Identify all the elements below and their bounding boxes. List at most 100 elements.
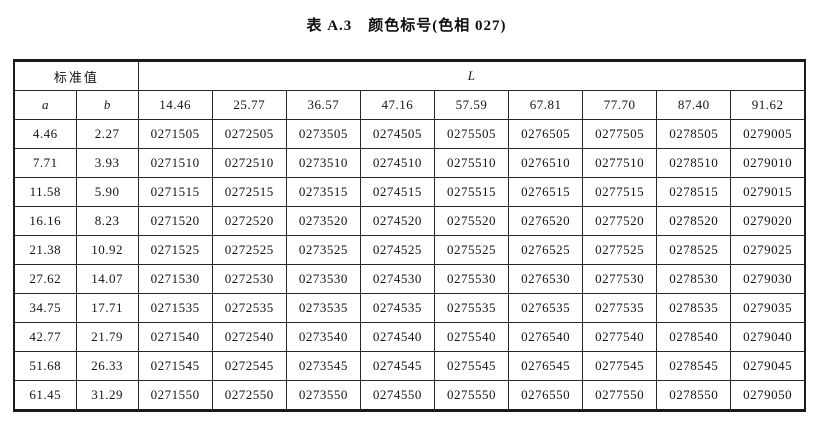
color-code-cell: 0279005 (730, 119, 806, 149)
color-code-cell: 0274540 (359, 322, 435, 352)
b-value-cell: 3.93 (75, 148, 139, 178)
color-code-cell: 0279010 (730, 148, 806, 178)
color-code-cell: 0275510 (433, 148, 510, 178)
color-code-cell: 0274510 (359, 148, 435, 178)
color-code-cell: 0275535 (433, 293, 510, 323)
table-row: 11.58 5.90 0271515 0272515 0273515 0274515 027… (13, 177, 806, 207)
color-code-cell: 0271530 (137, 264, 213, 294)
color-code-cell: 0278530 (656, 264, 732, 294)
color-code-cell: 0274505 (359, 119, 435, 149)
color-code-cell: 0272515 (211, 177, 287, 207)
color-code-cell: 0279050 (730, 380, 806, 411)
color-code-cell: 0273515 (285, 177, 361, 207)
b-value-cell: 5.90 (75, 177, 139, 207)
color-code-cell: 0272540 (211, 322, 287, 352)
color-code-cell: 0279015 (730, 177, 806, 207)
color-code-cell: 0272510 (211, 148, 287, 178)
color-code-cell: 0271525 (137, 235, 213, 265)
color-code-cell: 0272530 (211, 264, 287, 294)
group-header-row: 标准值 L (13, 60, 806, 91)
color-code-cell: 0274535 (359, 293, 435, 323)
color-code-cell: 0277515 (582, 177, 658, 207)
a-value-cell: 61.45 (13, 380, 77, 411)
color-code-cell: 0277535 (582, 293, 658, 323)
color-code-cell: 0271515 (137, 177, 213, 207)
color-code-cell: 0272525 (211, 235, 287, 265)
a-value-cell: 16.16 (13, 206, 77, 236)
color-code-cell: 0274515 (359, 177, 435, 207)
color-code-cell: 0276545 (508, 351, 584, 381)
color-code-cell: 0277520 (582, 206, 658, 236)
color-code-cell: 0272550 (211, 380, 287, 411)
color-code-cell: 0276505 (508, 119, 584, 149)
color-code-table: 标准值 L a b 14.46 25.77 36.57 47.16 57.59 67.81… (13, 59, 806, 412)
color-code-cell: 0271540 (137, 322, 213, 352)
color-code-cell: 0274520 (359, 206, 435, 236)
color-code-cell: 0275515 (433, 177, 510, 207)
b-column-header: b (75, 90, 139, 120)
color-code-cell: 0279030 (730, 264, 806, 294)
color-code-cell: 0276540 (508, 322, 584, 352)
l-value-header: 87.40 (656, 90, 732, 120)
color-code-cell: 0277505 (582, 119, 658, 149)
color-code-cell: 0271535 (137, 293, 213, 323)
color-code-cell: 0274550 (359, 380, 435, 411)
table-body: 4.46 2.27 0271505 0272505 0273505 0274505 0275… (13, 119, 806, 411)
color-code-cell: 0273525 (285, 235, 361, 265)
table-row: 42.77 21.79 0271540 0272540 0273540 0274540 02… (13, 322, 806, 352)
color-code-cell: 0278535 (656, 293, 732, 323)
color-code-cell: 0275545 (433, 351, 510, 381)
color-code-cell: 0272535 (211, 293, 287, 323)
color-code-cell: 0273550 (285, 380, 361, 411)
color-code-cell: 0279035 (730, 293, 806, 323)
color-code-cell: 0275505 (433, 119, 510, 149)
color-code-cell: 0275525 (433, 235, 510, 265)
color-code-cell: 0271510 (137, 148, 213, 178)
l-value-header: 25.77 (211, 90, 287, 120)
color-code-cell: 0274545 (359, 351, 435, 381)
a-value-cell: 4.46 (13, 119, 77, 149)
color-code-cell: 0279040 (730, 322, 806, 352)
l-value-header: 36.57 (285, 90, 361, 120)
table-header: 标准值 L a b 14.46 25.77 36.57 47.16 57.59 67.81… (13, 60, 806, 120)
l-group-header: L (137, 60, 806, 91)
table-row: 16.16 8.23 0271520 0272520 0273520 0274520 027… (13, 206, 806, 236)
b-value-cell: 8.23 (75, 206, 139, 236)
a-value-cell: 21.38 (13, 235, 77, 265)
table-row: 21.38 10.92 0271525 0272525 0273525 0274525 02… (13, 235, 806, 265)
a-value-cell: 42.77 (13, 322, 77, 352)
color-code-cell: 0276510 (508, 148, 584, 178)
color-code-cell: 0279020 (730, 206, 806, 236)
color-code-cell: 0276550 (508, 380, 584, 411)
color-code-cell: 0273520 (285, 206, 361, 236)
color-code-cell: 0278515 (656, 177, 732, 207)
l-value-header: 91.62 (730, 90, 806, 120)
color-code-cell: 0271550 (137, 380, 213, 411)
a-value-cell: 34.75 (13, 293, 77, 323)
table-row: 7.71 3.93 0271510 0272510 0273510 0274510 0275… (13, 148, 806, 178)
color-code-cell: 0277545 (582, 351, 658, 381)
color-code-cell: 0274525 (359, 235, 435, 265)
color-code-cell: 0273505 (285, 119, 361, 149)
color-code-cell: 0278540 (656, 322, 732, 352)
color-code-cell: 0274530 (359, 264, 435, 294)
color-code-cell: 0271520 (137, 206, 213, 236)
b-value-cell: 14.07 (75, 264, 139, 294)
sub-header-row: a b 14.46 25.77 36.57 47.16 57.59 67.81 77.70 8… (13, 90, 806, 120)
color-code-cell: 0272520 (211, 206, 287, 236)
color-code-cell: 0279025 (730, 235, 806, 265)
standard-value-header: 标准值 (13, 60, 139, 91)
color-code-cell: 0277510 (582, 148, 658, 178)
color-code-cell: 0272505 (211, 119, 287, 149)
a-value-cell: 27.62 (13, 264, 77, 294)
table-row: 27.62 14.07 0271530 0272530 0273530 0274530 02… (13, 264, 806, 294)
color-code-cell: 0278505 (656, 119, 732, 149)
color-code-cell: 0277550 (582, 380, 658, 411)
l-value-header: 14.46 (137, 90, 213, 120)
a-column-header: a (13, 90, 77, 120)
l-value-header: 77.70 (582, 90, 658, 120)
color-code-cell: 0279045 (730, 351, 806, 381)
b-value-cell: 2.27 (75, 119, 139, 149)
color-code-cell: 0273510 (285, 148, 361, 178)
